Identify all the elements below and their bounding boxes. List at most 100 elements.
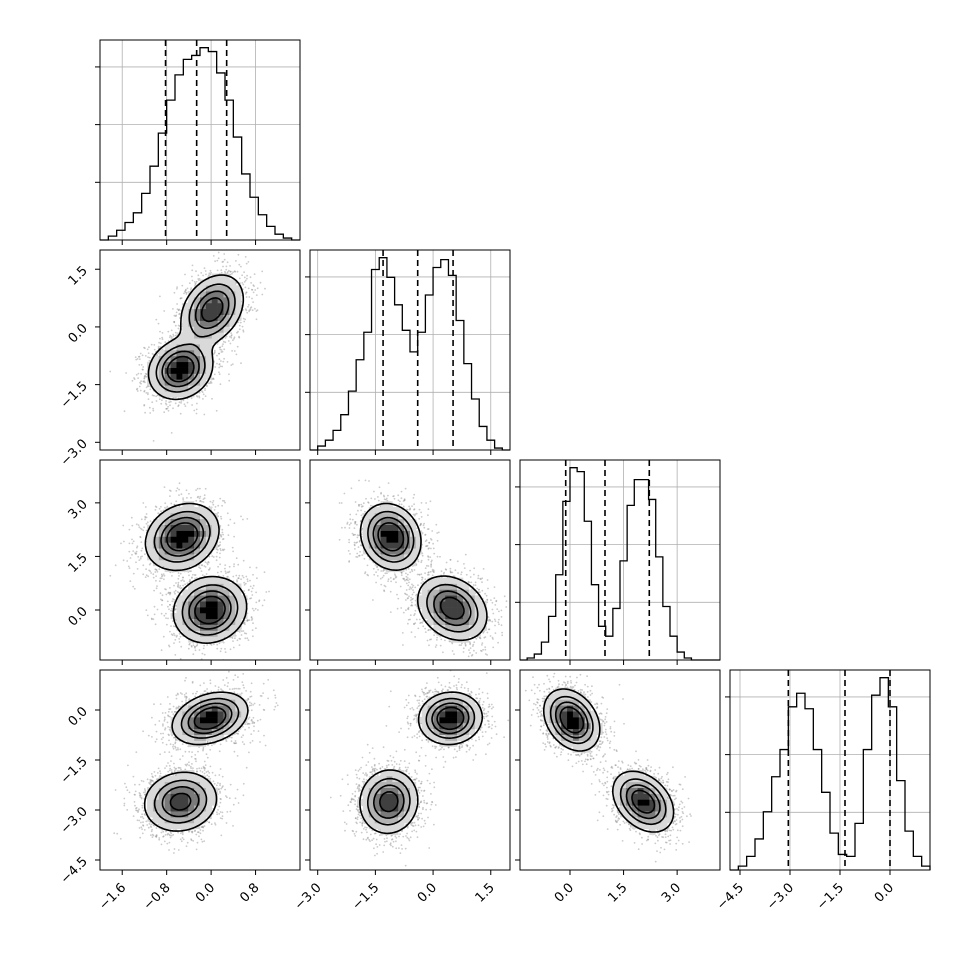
scatter-point xyxy=(170,502,173,505)
density-cell xyxy=(188,367,195,374)
scatter-point xyxy=(122,524,125,527)
histogram-frame-3 xyxy=(729,669,931,871)
scatter-point xyxy=(251,309,254,312)
density-cell xyxy=(205,314,213,321)
scatter-point xyxy=(176,286,179,288)
scatter-point xyxy=(225,268,228,271)
scatter-point xyxy=(204,487,207,490)
scatter-point xyxy=(173,321,176,323)
scatter-point xyxy=(140,380,143,383)
scatter-point xyxy=(243,320,246,323)
scatter-point xyxy=(194,283,197,286)
scatter-point xyxy=(152,440,155,442)
scatter-point xyxy=(156,608,159,611)
scatter-point xyxy=(229,265,232,267)
scatter-point xyxy=(174,334,177,337)
scatter-point xyxy=(237,253,240,256)
scatter-point xyxy=(171,575,173,577)
scatter-point xyxy=(220,271,223,274)
scatter-point xyxy=(138,364,141,366)
density-cell xyxy=(164,385,171,392)
scatter-point xyxy=(203,497,206,499)
scatter-point xyxy=(236,270,239,273)
density-cell xyxy=(211,279,218,286)
scatter-point xyxy=(242,518,244,521)
density-cell xyxy=(211,285,218,292)
scatter-point xyxy=(239,321,242,324)
scatter-point xyxy=(144,515,147,518)
scatter-point xyxy=(227,534,230,536)
density-cell xyxy=(182,350,189,357)
scatter-point xyxy=(224,564,227,566)
density-cell xyxy=(182,373,189,380)
scatter-point xyxy=(217,257,220,260)
scatter-point xyxy=(175,500,178,503)
scatter-point xyxy=(259,281,262,284)
density-cell xyxy=(176,385,183,392)
scatter-point xyxy=(198,497,201,500)
scatter-point xyxy=(142,368,144,371)
scatter-point xyxy=(149,570,152,572)
scatter-point xyxy=(172,407,174,410)
scatter-point xyxy=(153,589,156,592)
scatter-point xyxy=(178,308,181,311)
scatter-point xyxy=(220,535,223,538)
scatter-point xyxy=(173,320,176,323)
density-cell xyxy=(164,344,171,351)
scatter-point xyxy=(199,487,201,490)
scatter-point xyxy=(178,638,181,640)
scatter-point xyxy=(182,576,184,579)
scatter-point xyxy=(219,563,222,566)
scatter-point xyxy=(245,291,248,294)
scatter-point xyxy=(114,564,117,567)
density-cell xyxy=(182,314,189,321)
scatter-point xyxy=(165,400,168,402)
density-cell xyxy=(188,332,195,339)
scatter-point xyxy=(170,335,173,338)
scatter-point xyxy=(136,568,139,570)
scatter-point xyxy=(224,341,227,344)
density-cell xyxy=(211,314,218,321)
scatter-point xyxy=(225,265,228,268)
scatter-point xyxy=(154,505,157,508)
scatter-point xyxy=(173,321,176,324)
scatter-point xyxy=(151,352,154,355)
scatter-point xyxy=(209,380,212,383)
density-cell xyxy=(211,302,218,310)
scatter-point xyxy=(218,544,221,547)
scatter-point xyxy=(247,287,250,290)
scatter-point xyxy=(139,352,142,355)
scatter-point xyxy=(161,336,164,339)
scatter-point xyxy=(223,253,226,255)
scatter-point xyxy=(165,593,168,596)
scatter-point xyxy=(128,542,131,545)
scatter-point xyxy=(211,397,213,400)
scatter-point xyxy=(146,385,149,388)
scatter-point xyxy=(219,348,222,351)
scatter-point xyxy=(253,273,256,275)
density-cell xyxy=(200,344,207,351)
scatter-point xyxy=(215,559,218,562)
scatter-point xyxy=(141,555,144,558)
scatter-point xyxy=(242,317,245,320)
scatter-point xyxy=(240,515,242,518)
density-cell xyxy=(205,338,213,345)
scatter-point xyxy=(140,372,143,375)
scatter-point xyxy=(154,571,157,573)
density-cell xyxy=(200,338,207,345)
density-cell xyxy=(182,355,189,363)
scatter-point xyxy=(255,318,258,321)
scatter-point xyxy=(224,337,227,339)
density-cell xyxy=(158,391,165,398)
density-cell xyxy=(170,350,177,357)
scatter-point xyxy=(158,507,161,510)
scatter-point xyxy=(213,351,216,353)
scatter-point xyxy=(241,274,244,277)
scatter-point xyxy=(244,318,247,321)
density-cell xyxy=(200,379,207,386)
scatter-point xyxy=(144,374,147,377)
scatter-point xyxy=(221,365,224,368)
scatter-point xyxy=(127,565,130,568)
density-cell xyxy=(235,285,242,292)
